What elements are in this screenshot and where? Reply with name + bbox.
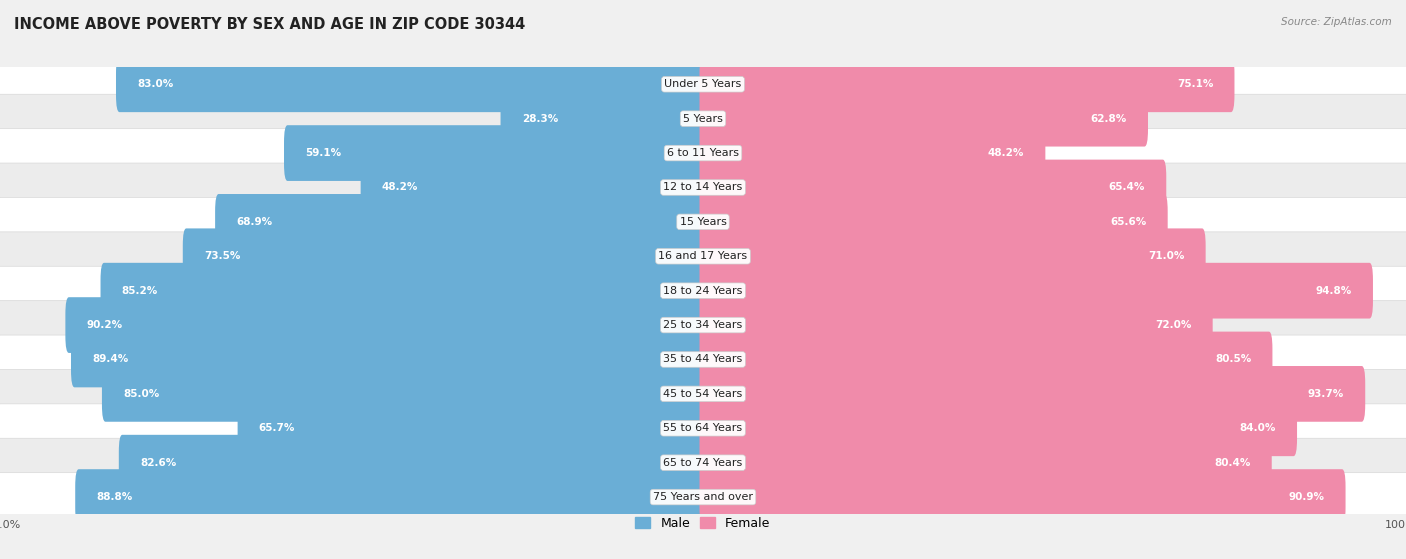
Text: 72.0%: 72.0% xyxy=(1156,320,1192,330)
FancyBboxPatch shape xyxy=(700,331,1272,387)
Text: 28.3%: 28.3% xyxy=(522,113,558,124)
Text: 62.8%: 62.8% xyxy=(1091,113,1128,124)
FancyBboxPatch shape xyxy=(0,301,1406,349)
Text: 18 to 24 Years: 18 to 24 Years xyxy=(664,286,742,296)
FancyBboxPatch shape xyxy=(0,266,1406,315)
FancyBboxPatch shape xyxy=(284,125,707,181)
Text: Source: ZipAtlas.com: Source: ZipAtlas.com xyxy=(1281,17,1392,27)
Text: 45 to 54 Years: 45 to 54 Years xyxy=(664,389,742,399)
FancyBboxPatch shape xyxy=(101,263,707,319)
Text: 48.2%: 48.2% xyxy=(382,182,418,192)
Text: 94.8%: 94.8% xyxy=(1316,286,1353,296)
FancyBboxPatch shape xyxy=(215,194,707,250)
FancyBboxPatch shape xyxy=(700,435,1272,491)
FancyBboxPatch shape xyxy=(0,438,1406,487)
FancyBboxPatch shape xyxy=(183,229,707,284)
FancyBboxPatch shape xyxy=(120,435,707,491)
Text: 6 to 11 Years: 6 to 11 Years xyxy=(666,148,740,158)
FancyBboxPatch shape xyxy=(0,94,1406,143)
FancyBboxPatch shape xyxy=(65,297,707,353)
FancyBboxPatch shape xyxy=(700,194,1167,250)
FancyBboxPatch shape xyxy=(501,91,707,146)
FancyBboxPatch shape xyxy=(700,160,1167,215)
Text: 48.2%: 48.2% xyxy=(988,148,1024,158)
Text: 93.7%: 93.7% xyxy=(1308,389,1344,399)
Text: 55 to 64 Years: 55 to 64 Years xyxy=(664,423,742,433)
FancyBboxPatch shape xyxy=(0,163,1406,212)
FancyBboxPatch shape xyxy=(700,400,1296,456)
Text: 5 Years: 5 Years xyxy=(683,113,723,124)
FancyBboxPatch shape xyxy=(76,469,707,525)
Text: 25 to 34 Years: 25 to 34 Years xyxy=(664,320,742,330)
FancyBboxPatch shape xyxy=(0,232,1406,281)
FancyBboxPatch shape xyxy=(700,125,1046,181)
FancyBboxPatch shape xyxy=(360,160,707,215)
Text: 83.0%: 83.0% xyxy=(138,79,173,89)
FancyBboxPatch shape xyxy=(70,331,707,387)
Text: 65.4%: 65.4% xyxy=(1109,182,1146,192)
FancyBboxPatch shape xyxy=(0,129,1406,178)
Text: 73.5%: 73.5% xyxy=(204,252,240,261)
FancyBboxPatch shape xyxy=(0,197,1406,247)
FancyBboxPatch shape xyxy=(700,91,1147,146)
FancyBboxPatch shape xyxy=(0,404,1406,453)
FancyBboxPatch shape xyxy=(115,56,707,112)
Text: 65.7%: 65.7% xyxy=(259,423,295,433)
Text: 80.5%: 80.5% xyxy=(1215,354,1251,364)
Text: Under 5 Years: Under 5 Years xyxy=(665,79,741,89)
Text: 65 to 74 Years: 65 to 74 Years xyxy=(664,458,742,468)
FancyBboxPatch shape xyxy=(0,369,1406,418)
Text: 84.0%: 84.0% xyxy=(1240,423,1277,433)
Text: 65.6%: 65.6% xyxy=(1111,217,1146,227)
FancyBboxPatch shape xyxy=(700,366,1365,421)
FancyBboxPatch shape xyxy=(700,297,1212,353)
Text: 59.1%: 59.1% xyxy=(305,148,342,158)
Text: 85.2%: 85.2% xyxy=(121,286,157,296)
FancyBboxPatch shape xyxy=(700,263,1372,319)
FancyBboxPatch shape xyxy=(0,60,1406,108)
Text: 75 Years and over: 75 Years and over xyxy=(652,492,754,502)
Text: 85.0%: 85.0% xyxy=(124,389,159,399)
Text: 90.9%: 90.9% xyxy=(1288,492,1324,502)
Text: 75.1%: 75.1% xyxy=(1177,79,1213,89)
Text: 15 Years: 15 Years xyxy=(679,217,727,227)
FancyBboxPatch shape xyxy=(238,400,707,456)
Text: 16 and 17 Years: 16 and 17 Years xyxy=(658,252,748,261)
Text: INCOME ABOVE POVERTY BY SEX AND AGE IN ZIP CODE 30344: INCOME ABOVE POVERTY BY SEX AND AGE IN Z… xyxy=(14,17,526,32)
FancyBboxPatch shape xyxy=(0,335,1406,384)
Legend: Male, Female: Male, Female xyxy=(630,512,776,535)
FancyBboxPatch shape xyxy=(700,56,1234,112)
Text: 89.4%: 89.4% xyxy=(91,354,128,364)
FancyBboxPatch shape xyxy=(0,473,1406,522)
Text: 12 to 14 Years: 12 to 14 Years xyxy=(664,182,742,192)
Text: 71.0%: 71.0% xyxy=(1149,252,1185,261)
Text: 82.6%: 82.6% xyxy=(141,458,176,468)
Text: 68.9%: 68.9% xyxy=(236,217,273,227)
Text: 88.8%: 88.8% xyxy=(97,492,132,502)
Text: 90.2%: 90.2% xyxy=(86,320,122,330)
Text: 35 to 44 Years: 35 to 44 Years xyxy=(664,354,742,364)
FancyBboxPatch shape xyxy=(700,229,1206,284)
FancyBboxPatch shape xyxy=(101,366,707,421)
Text: 80.4%: 80.4% xyxy=(1215,458,1251,468)
FancyBboxPatch shape xyxy=(700,469,1346,525)
